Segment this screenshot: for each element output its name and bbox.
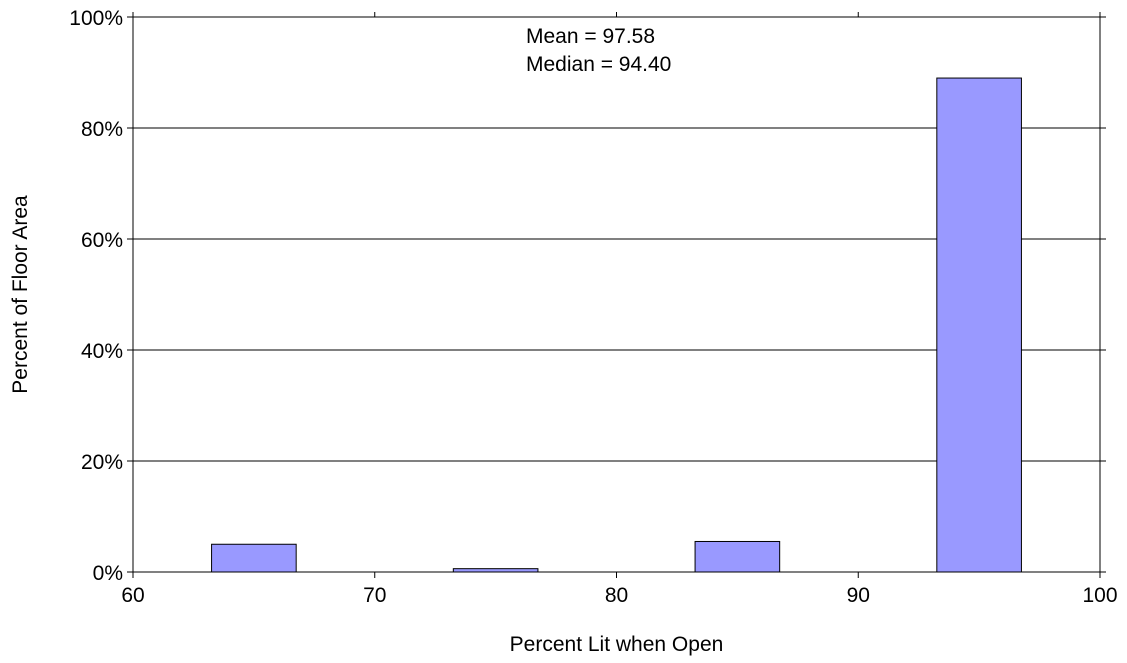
x-axis-title: Percent Lit when Open (510, 633, 724, 656)
mean-annotation: Mean = 97.58 (526, 25, 655, 48)
y-axis-title: Percent of Floor Area (9, 195, 32, 394)
x-tick-label: 90 (847, 584, 870, 607)
y-tick-label: 100% (69, 7, 123, 30)
x-tick-label: 80 (605, 584, 628, 607)
x-tick-label: 60 (121, 584, 144, 607)
median-annotation: Median = 94.40 (526, 53, 671, 76)
y-tick-label: 60% (81, 229, 123, 252)
y-tick-label: 20% (81, 451, 123, 474)
y-tick-label: 80% (81, 118, 123, 141)
y-tick-label: 40% (81, 340, 123, 363)
x-tick-label: 70 (363, 584, 386, 607)
x-tick-label: 100 (1082, 584, 1117, 607)
histogram-bar (695, 541, 780, 572)
bars (212, 78, 1022, 572)
y-tick-labels: 0% 20% 40% 60% 80% 100% (69, 7, 123, 585)
histogram-bar (212, 544, 297, 572)
x-tick-labels: 60 70 80 90 100 (121, 584, 1117, 607)
histogram-bar (937, 78, 1022, 572)
y-tick-label: 0% (93, 562, 123, 585)
